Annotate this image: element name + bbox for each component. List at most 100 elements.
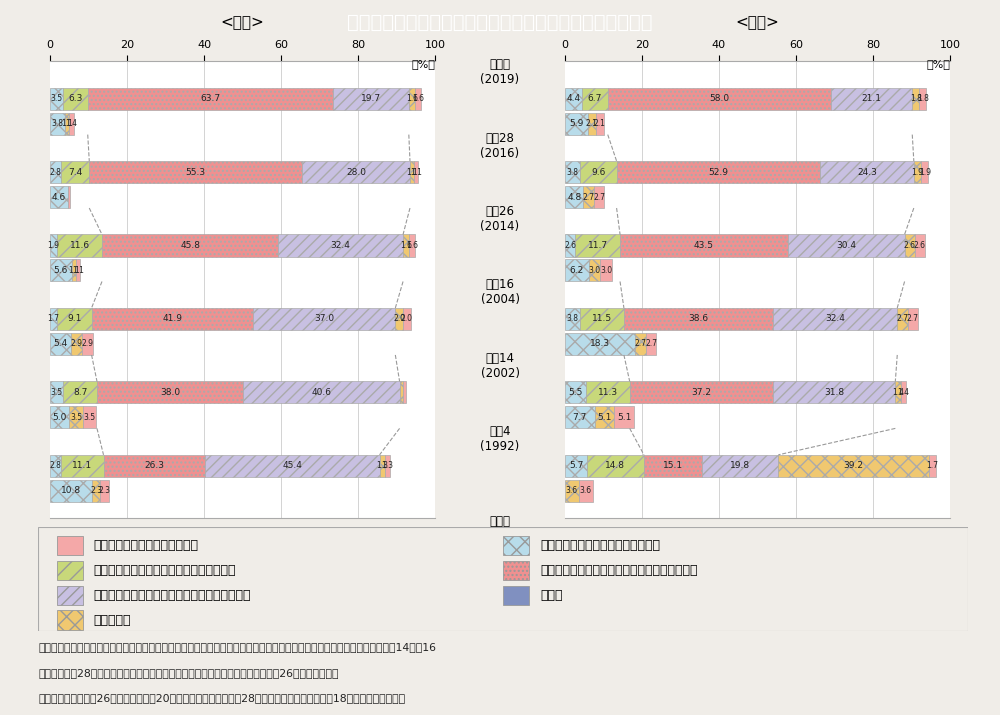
Text: 2.6: 2.6 [564,241,576,250]
Text: 3.0: 3.0 [600,266,612,275]
Bar [57,561,83,581]
Bar [614,406,634,428]
Text: 5.1: 5.1 [617,413,631,422]
Bar [415,87,421,109]
Bar [403,235,409,257]
Bar [104,455,205,477]
Text: 37.2: 37.2 [691,388,711,397]
Bar [403,381,406,403]
Text: 3.8: 3.8 [566,167,578,177]
Text: 18.3: 18.3 [590,340,610,348]
Bar [919,87,926,109]
Text: 2.6: 2.6 [914,241,926,250]
Text: 2.0: 2.0 [393,315,405,323]
Bar [565,308,580,330]
Bar [778,455,929,477]
Text: わからない: わからない [94,613,131,627]
Text: 令和元
(2019): 令和元 (2019) [480,58,520,86]
Bar [76,260,80,282]
Text: 58.0: 58.0 [709,94,729,103]
Bar [644,455,702,477]
Bar [68,186,70,208]
Text: 8.7: 8.7 [73,388,87,397]
Text: （%）: （%） [411,59,435,69]
Bar [385,455,390,477]
Bar [565,381,586,403]
Text: 2.3: 2.3 [99,486,111,495]
Text: 1.1: 1.1 [410,167,422,177]
Text: 5.7: 5.7 [569,461,583,470]
Bar [624,308,773,330]
Text: 1.6: 1.6 [406,94,418,103]
Bar [635,333,646,355]
Bar [50,260,72,282]
Text: その他: その他 [540,589,563,602]
Bar [50,406,69,428]
Text: 1.3: 1.3 [381,461,393,470]
Text: 子供が大きくなったら再び職業をもつ方がよい: 子供が大きくなったら再び職業をもつ方がよい [94,589,251,602]
Bar [908,308,918,330]
Bar [565,406,595,428]
Text: 6.3: 6.3 [68,94,83,103]
Text: 10.8: 10.8 [61,486,81,495]
Bar [565,161,580,183]
Bar [788,235,905,257]
Bar [905,235,915,257]
Text: 28.0: 28.0 [346,167,366,177]
Bar [600,260,612,282]
Text: 45.8: 45.8 [180,241,200,250]
Bar [630,381,773,403]
Bar [57,235,102,257]
Text: 2.7: 2.7 [896,315,908,323]
Text: 45.4: 45.4 [282,461,302,470]
Bar [579,480,593,502]
Text: 9.1: 9.1 [67,315,81,323]
Bar [57,611,83,630]
Text: 3.5: 3.5 [51,94,63,103]
Bar [83,406,96,428]
Bar [580,308,624,330]
Bar [65,112,69,134]
Text: 11.1: 11.1 [72,461,92,470]
Text: 3.5: 3.5 [70,413,82,422]
Text: 11.7: 11.7 [587,241,608,250]
Bar [395,308,403,330]
Bar [565,112,588,134]
Text: 3.8: 3.8 [566,315,578,323]
Bar [410,161,414,183]
Text: 5.5: 5.5 [568,388,583,397]
Bar [580,161,617,183]
Text: 43.5: 43.5 [694,241,714,250]
Text: 32.4: 32.4 [825,315,845,323]
Text: 11.6: 11.6 [70,241,90,250]
Text: 結婚するまでは職業をもつ方がよい: 結婚するまでは職業をもつ方がよい [540,539,660,552]
Bar [588,112,596,134]
Bar [773,381,895,403]
Text: 11.5: 11.5 [592,315,612,323]
Bar [61,455,104,477]
Text: （年）: （年） [490,515,511,528]
Text: 2.1: 2.1 [586,119,598,128]
Text: ２．　平成26年以前の調査は20歳以上の者が対象。平成28年及び令和元年の調査は，18歳以上の者が対象。: ２． 平成26年以前の調査は20歳以上の者が対象。平成28年及び令和元年の調査は… [38,693,405,703]
Text: 平成26
(2014): 平成26 (2014) [480,205,520,233]
Text: 2.7: 2.7 [583,192,595,202]
Bar [63,87,88,109]
Bar [403,308,411,330]
Text: 2.7: 2.7 [907,315,919,323]
Bar [100,480,109,502]
Text: 7.7: 7.7 [573,413,587,422]
Text: 19.7: 19.7 [361,94,381,103]
Text: 24.3: 24.3 [857,167,877,177]
Bar [565,260,589,282]
Text: 4.6: 4.6 [52,192,66,202]
Text: 1.6: 1.6 [412,94,424,103]
Bar [380,455,385,477]
Bar [586,381,630,403]
Bar [595,406,614,428]
Bar [608,87,831,109]
Bar [88,87,333,109]
Text: 1.6: 1.6 [400,241,412,250]
Bar [57,586,83,605]
Bar [565,455,587,477]
Text: 平成28
(2016): 平成28 (2016) [480,132,520,159]
